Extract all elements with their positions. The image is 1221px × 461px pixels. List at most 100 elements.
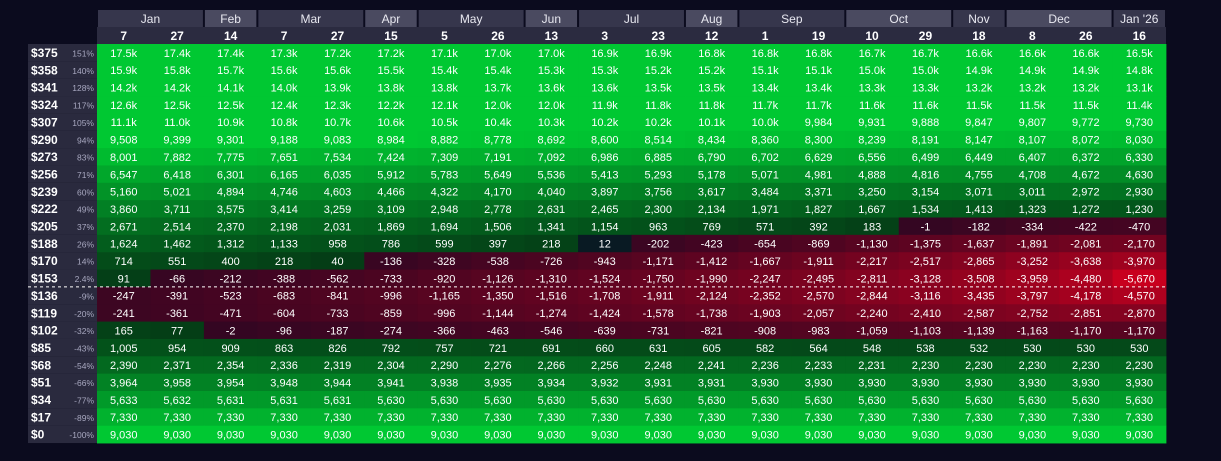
cell-value: 9,030 [163, 430, 191, 442]
heatmap-cell [150, 286, 205, 305]
cell-value: -4,480 [1070, 273, 1101, 285]
day-label: 29 [919, 29, 933, 43]
row-label-band [28, 373, 97, 391]
row-label-band [28, 61, 97, 79]
cell-value: 8,191 [912, 135, 940, 147]
heatmap-cell [203, 269, 258, 288]
month-label: Aug [701, 12, 722, 26]
heatmap-cell [150, 234, 205, 253]
heatmap-cell [631, 130, 686, 149]
month-header-cell [258, 10, 364, 27]
heatmap-cell [631, 286, 686, 305]
cell-value: 17.5k [110, 48, 137, 60]
heatmap-cell [578, 373, 632, 392]
heatmap-cell [898, 182, 953, 201]
cell-value: 769 [702, 221, 720, 233]
month-label: Jun [542, 12, 561, 26]
heatmap-cell [845, 130, 900, 149]
heatmap-cell [310, 391, 365, 409]
heatmap-cell [471, 96, 525, 114]
cell-value: 551 [168, 256, 186, 268]
heatmap-cell [364, 182, 419, 201]
heatmap-cell [952, 130, 1007, 149]
cell-value: 15.3k [591, 65, 618, 77]
cell-value: -1,891 [1017, 239, 1048, 251]
day-label: 12 [705, 29, 719, 43]
price-label: $170 [31, 254, 58, 268]
row-label-band [28, 338, 97, 357]
heatmap-cell [257, 148, 312, 166]
cell-value: 8,514 [644, 135, 672, 147]
cell-value: 6,885 [644, 152, 672, 164]
heatmap-cell [845, 148, 900, 166]
heatmap-cell [952, 96, 1007, 114]
heatmap-cell [203, 182, 258, 201]
cell-value: 538 [916, 343, 934, 355]
cell-value: 3,250 [858, 187, 886, 199]
cell-value: 2,276 [484, 360, 512, 372]
heatmap-cell [631, 78, 686, 97]
cell-value: 10.3k [538, 117, 565, 129]
cell-value: 2,370 [217, 221, 245, 233]
cell-value: 3,954 [217, 377, 245, 389]
heatmap-cell [97, 165, 151, 184]
cell-value: 16.8k [698, 48, 725, 60]
cell-value: 7,330 [805, 412, 833, 424]
heatmap-cell [578, 304, 632, 322]
heatmap-cell [471, 182, 525, 201]
cell-value: 10.5k [431, 117, 458, 129]
month-label: Apr [382, 12, 401, 26]
percent-change-label: 71% [77, 170, 94, 180]
heatmap-cell [1005, 391, 1060, 409]
heatmap-cell [203, 200, 258, 218]
cell-value: 3,930 [805, 377, 833, 389]
heatmap-cell [738, 44, 793, 62]
cell-value: 11.8k [699, 100, 726, 112]
heatmap-cell [631, 425, 686, 444]
cell-value: 7,330 [1019, 412, 1047, 424]
heatmap-cell [738, 304, 793, 322]
row-label-band [28, 148, 97, 166]
cell-value: -2,851 [1070, 308, 1101, 320]
heatmap-cell [524, 182, 579, 201]
heatmap-cell [1112, 373, 1167, 392]
cell-value: 15.1k [752, 65, 779, 77]
cell-value: -2,410 [910, 308, 941, 320]
cell-value: 5,630 [538, 395, 566, 407]
heatmap-cell [97, 252, 151, 270]
cell-value: 1,230 [1126, 204, 1154, 216]
row-label-band [28, 286, 97, 305]
percent-change-label: -54% [74, 361, 94, 371]
heatmap-cell [684, 338, 739, 357]
heatmap-cell [471, 408, 525, 427]
cell-value: 2,134 [698, 204, 726, 216]
cell-value: 400 [221, 256, 239, 268]
cell-value: 2,300 [644, 204, 672, 216]
cell-value: 13.7k [484, 83, 511, 95]
cell-value: 9,399 [163, 135, 191, 147]
percent-change-label: 60% [77, 187, 94, 197]
cell-value: 4,755 [965, 169, 993, 181]
heatmap-cell [524, 78, 579, 97]
heatmap-cell [364, 234, 419, 253]
cell-value: -4,178 [1070, 291, 1101, 303]
cell-value: 826 [328, 343, 346, 355]
cell-value: 1,341 [538, 221, 566, 233]
heatmap-cell [364, 96, 419, 114]
cell-value: 2,671 [110, 221, 138, 233]
cell-value: 5,631 [217, 395, 245, 407]
percent-change-label: 37% [77, 222, 94, 232]
heatmap-cell [310, 234, 365, 253]
heatmap-cell [898, 321, 953, 340]
heatmap-cell [845, 269, 900, 288]
cell-value: 6,165 [270, 169, 298, 181]
cell-value: 13.1k [1126, 83, 1153, 95]
heatmap-cell [898, 356, 953, 375]
cell-value: 3,930 [1126, 377, 1154, 389]
heatmap-cell [150, 78, 205, 97]
cell-value: 3,931 [644, 377, 672, 389]
cell-value: 631 [649, 343, 667, 355]
price-label: $51 [31, 376, 51, 390]
cell-value: 532 [970, 343, 988, 355]
heatmap-cell [417, 234, 472, 253]
